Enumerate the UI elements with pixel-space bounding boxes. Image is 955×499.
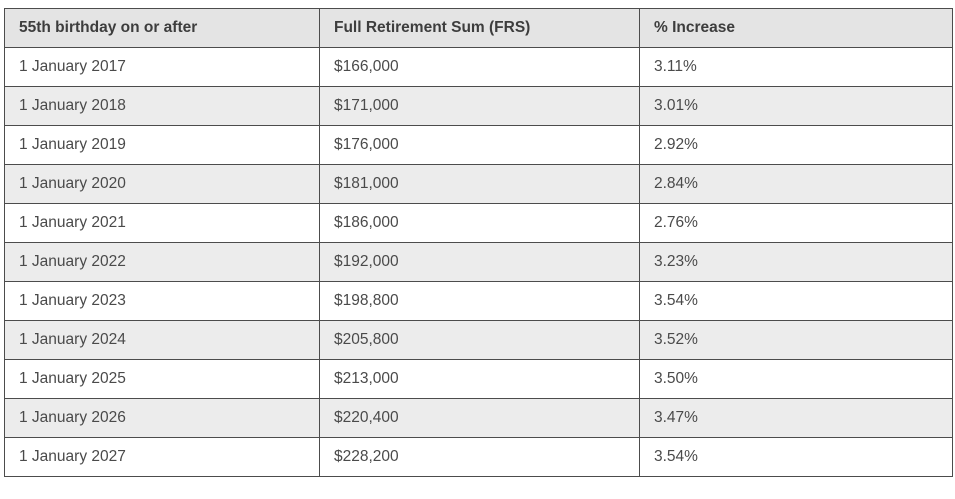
cell-increase: 3.52%: [639, 320, 953, 360]
cell-frs: $198,800: [319, 281, 640, 321]
header-frs: Full Retirement Sum (FRS): [319, 8, 640, 48]
cell-date: 1 January 2019: [4, 125, 320, 165]
cell-increase: 2.76%: [639, 203, 953, 243]
cell-date: 1 January 2022: [4, 242, 320, 282]
cell-frs: $192,000: [319, 242, 640, 282]
cell-increase: 2.84%: [639, 164, 953, 204]
table-row: 1 January 2024 $205,800 3.52%: [4, 320, 953, 360]
header-increase: % Increase: [639, 8, 953, 48]
cell-frs: $171,000: [319, 86, 640, 126]
cell-date: 1 January 2025: [4, 359, 320, 399]
cell-increase: 3.23%: [639, 242, 953, 282]
frs-table: 55th birthday on or after Full Retiremen…: [4, 8, 953, 477]
cell-frs: $220,400: [319, 398, 640, 438]
header-birthday: 55th birthday on or after: [4, 8, 320, 48]
table-row: 1 January 2025 $213,000 3.50%: [4, 359, 953, 399]
cell-date: 1 January 2023: [4, 281, 320, 321]
cell-date: 1 January 2020: [4, 164, 320, 204]
cell-increase: 3.47%: [639, 398, 953, 438]
cell-frs: $213,000: [319, 359, 640, 399]
header-row: 55th birthday on or after Full Retiremen…: [4, 8, 953, 48]
cell-increase: 3.54%: [639, 281, 953, 321]
table-row: 1 January 2021 $186,000 2.76%: [4, 203, 953, 243]
cell-date: 1 January 2018: [4, 86, 320, 126]
cell-increase: 3.50%: [639, 359, 953, 399]
table-row: 1 January 2027 $228,200 3.54%: [4, 437, 953, 477]
frs-table-header: 55th birthday on or after Full Retiremen…: [4, 8, 953, 48]
frs-table-body: 1 January 2017 $166,000 3.11% 1 January 201…: [4, 47, 953, 477]
cell-increase: 3.11%: [639, 47, 953, 87]
table-row: 1 January 2019 $176,000 2.92%: [4, 125, 953, 165]
table-row: 1 January 2020 $181,000 2.84%: [4, 164, 953, 204]
table-row: 1 January 2018 $171,000 3.01%: [4, 86, 953, 126]
cell-frs: $176,000: [319, 125, 640, 165]
table-row: 1 January 2017 $166,000 3.11%: [4, 47, 953, 87]
table-row: 1 January 2022 $192,000 3.23%: [4, 242, 953, 282]
cell-date: 1 January 2021: [4, 203, 320, 243]
cell-frs: $181,000: [319, 164, 640, 204]
cell-frs: $186,000: [319, 203, 640, 243]
cell-date: 1 January 2017: [4, 47, 320, 87]
cell-date: 1 January 2026: [4, 398, 320, 438]
cell-frs: $228,200: [319, 437, 640, 477]
cell-frs: $166,000: [319, 47, 640, 87]
table-row: 1 January 2023 $198,800 3.54%: [4, 281, 953, 321]
cell-increase: 3.54%: [639, 437, 953, 477]
cell-increase: 2.92%: [639, 125, 953, 165]
cell-date: 1 January 2027: [4, 437, 320, 477]
cell-frs: $205,800: [319, 320, 640, 360]
cell-date: 1 January 2024: [4, 320, 320, 360]
cell-increase: 3.01%: [639, 86, 953, 126]
table-row: 1 January 2026 $220,400 3.47%: [4, 398, 953, 438]
